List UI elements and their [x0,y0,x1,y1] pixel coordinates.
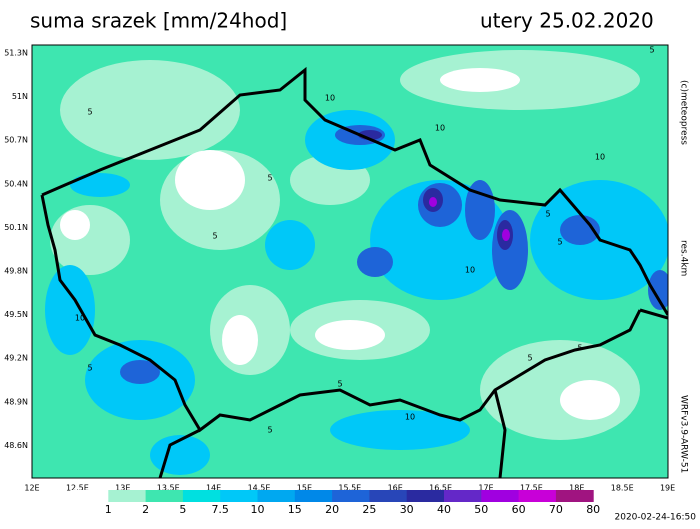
moderate-areas [45,110,668,475]
legend-swatch [518,490,557,502]
contour-label: 10 [405,413,415,422]
model: WRFv3.9-ARW-51 [679,395,689,473]
legend-swatch [555,490,594,502]
contour-label: 5 [577,344,582,353]
legend-swatch [294,490,333,502]
lon-label: 17E [478,484,493,493]
contour-label: 10 [325,94,335,103]
legend-label: 60 [512,503,526,516]
lon-label: 14.5E [248,484,271,493]
lon-label: 12E [24,484,39,493]
contour-label: 5 [557,238,562,247]
copyright: (c)meteopress [679,80,689,145]
legend-label: 1 [105,503,112,516]
legend-label: 80 [586,503,600,516]
contour-label: 5 [649,46,654,55]
legend-label: 50 [474,503,488,516]
lon-label: 19E [660,484,675,493]
legend-swatch [369,490,408,502]
contour-label: 10 [75,314,85,323]
contour-label: 5 [87,108,92,117]
contour-label: 5 [212,232,217,241]
legend-label: 5 [179,503,186,516]
map [31,44,669,479]
legend-swatch [332,490,370,502]
lat-label: 50.7N [4,136,28,145]
lat-label: 49.8N [4,267,28,276]
lat-label: 50.4N [4,179,28,188]
timestamp: 2020-02-24-16:50 [615,513,697,523]
lat-label: 48.9N [4,397,28,406]
resolution: res.4km [679,240,689,276]
frame [31,44,669,479]
lon-label: 18E [569,484,584,493]
legend-swatch [71,490,109,502]
contour-label: 5 [527,354,532,363]
legend-swatch [481,490,520,502]
legend-label: 20 [325,503,339,516]
lon-label: 15E [297,484,312,493]
lat-label: 51.3N [4,49,28,58]
legend-label: 2 [142,503,149,516]
lat-label: 51N [12,92,28,101]
legend-label: 25 [362,503,376,516]
legend-label: 70 [549,503,563,516]
legend-swatch [108,490,147,502]
title: suma srazek [mm/24hod] [30,9,287,33]
borders [40,66,668,478]
lat-label: 48.6N [4,441,28,450]
legend-swatch [257,490,296,502]
contour-label: 10 [595,153,605,162]
contour-label: 5 [87,364,92,373]
lon-label: 15.5E [338,484,361,493]
lon-label: 16.5E [429,484,452,493]
legend-label: 7.5 [211,503,229,516]
legend-swatch [220,490,258,502]
lon-label: 14E [206,484,221,493]
lat-label: 50.1N [4,223,28,232]
legend-swatch [444,490,482,502]
lon-label: 13.5E [157,484,180,493]
legend-label: 10 [251,503,265,516]
contour-label: 5 [337,380,342,389]
legend-label: 40 [437,503,451,516]
legend-swatch [406,490,445,502]
date: utery 25.02.2020 [480,9,654,33]
lon-label: 17.5E [520,484,543,493]
lat-label: 49.5N [4,310,28,319]
extreme-areas [429,197,510,241]
contour-label: 5 [267,426,272,435]
legend-label: 15 [288,503,302,516]
lon-label: 16E [388,484,403,493]
contour-label: 5 [267,174,272,183]
lon-label: 13E [115,484,130,493]
lon-label: 12.5E [66,484,89,493]
legend-swatch [182,490,221,502]
legend-swatch [145,490,184,502]
dry-areas [60,68,620,420]
contour-label: 10 [465,266,475,275]
contour-label: 10 [435,124,445,133]
lon-label: 18.5E [611,484,634,493]
lat-label: 49.2N [4,354,28,363]
legend-label: 30 [400,503,414,516]
contour-label: 5 [545,210,550,219]
